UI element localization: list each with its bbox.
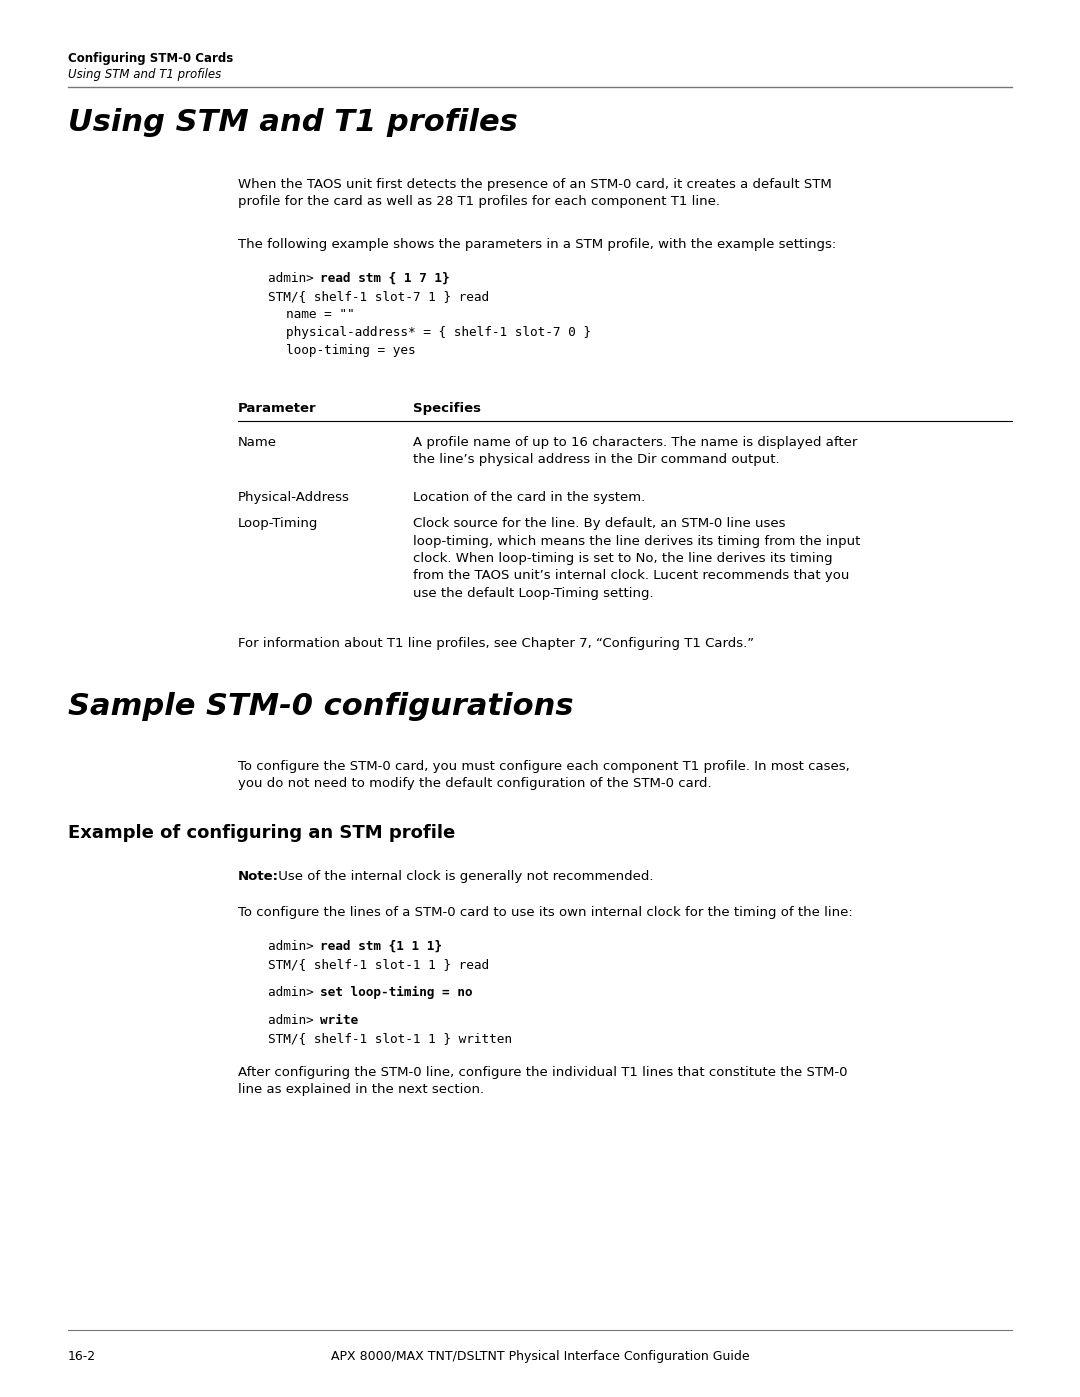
- Text: Specifies: Specifies: [413, 402, 481, 415]
- Text: name = "": name = "": [286, 307, 354, 321]
- Text: 16-2: 16-2: [68, 1350, 96, 1363]
- Text: APX 8000/MAX TNT/DSLTNT Physical Interface Configuration Guide: APX 8000/MAX TNT/DSLTNT Physical Interfa…: [330, 1350, 750, 1363]
- Text: Clock source for the line. By default, an STM-0 line uses
loop-timing, which mea: Clock source for the line. By default, a…: [413, 517, 861, 599]
- Text: physical-address* = { shelf-1 slot-7 0 }: physical-address* = { shelf-1 slot-7 0 }: [286, 326, 591, 339]
- Text: For information about T1 line profiles, see Chapter 7, “Configuring T1 Cards.”: For information about T1 line profiles, …: [238, 637, 754, 650]
- Text: Use of the internal clock is generally not recommended.: Use of the internal clock is generally n…: [274, 870, 653, 883]
- Text: read stm { 1 7 1}: read stm { 1 7 1}: [320, 272, 449, 285]
- Text: To configure the lines of a STM-0 card to use its own internal clock for the tim: To configure the lines of a STM-0 card t…: [238, 907, 853, 919]
- Text: admin>: admin>: [268, 940, 322, 953]
- Text: write: write: [320, 1014, 359, 1027]
- Text: Location of the card in the system.: Location of the card in the system.: [413, 490, 645, 504]
- Text: Configuring STM-0 Cards: Configuring STM-0 Cards: [68, 52, 233, 66]
- Text: Using STM and T1 profiles: Using STM and T1 profiles: [68, 68, 221, 81]
- Text: admin>: admin>: [268, 1014, 322, 1027]
- Text: A profile name of up to 16 characters. The name is displayed after
the line’s ph: A profile name of up to 16 characters. T…: [413, 436, 858, 467]
- Text: Parameter: Parameter: [238, 402, 316, 415]
- Text: admin>: admin>: [268, 272, 322, 285]
- Text: set loop-timing = no: set loop-timing = no: [320, 986, 473, 999]
- Text: Name: Name: [238, 436, 276, 448]
- Text: The following example shows the parameters in a STM profile, with the example se: The following example shows the paramete…: [238, 237, 836, 251]
- Text: Note:: Note:: [238, 870, 279, 883]
- Text: loop-timing = yes: loop-timing = yes: [286, 344, 416, 358]
- Text: Using STM and T1 profiles: Using STM and T1 profiles: [68, 108, 517, 137]
- Text: STM/{ shelf-1 slot-1 1 } read: STM/{ shelf-1 slot-1 1 } read: [268, 958, 489, 971]
- Text: Loop-Timing: Loop-Timing: [238, 517, 319, 529]
- Text: Physical-Address: Physical-Address: [238, 490, 350, 504]
- Text: read stm {1 1 1}: read stm {1 1 1}: [320, 940, 442, 953]
- Text: After configuring the STM-0 line, configure the individual T1 lines that constit: After configuring the STM-0 line, config…: [238, 1066, 848, 1097]
- Text: When the TAOS unit first detects the presence of an STM-0 card, it creates a def: When the TAOS unit first detects the pre…: [238, 177, 832, 208]
- Text: Example of configuring an STM profile: Example of configuring an STM profile: [68, 824, 456, 842]
- Text: admin>: admin>: [268, 986, 322, 999]
- Text: STM/{ shelf-1 slot-7 1 } read: STM/{ shelf-1 slot-7 1 } read: [268, 291, 489, 303]
- Text: STM/{ shelf-1 slot-1 1 } written: STM/{ shelf-1 slot-1 1 } written: [268, 1032, 512, 1045]
- Text: Sample STM-0 configurations: Sample STM-0 configurations: [68, 692, 573, 721]
- Text: To configure the STM-0 card, you must configure each component T1 profile. In mo: To configure the STM-0 card, you must co…: [238, 760, 850, 791]
